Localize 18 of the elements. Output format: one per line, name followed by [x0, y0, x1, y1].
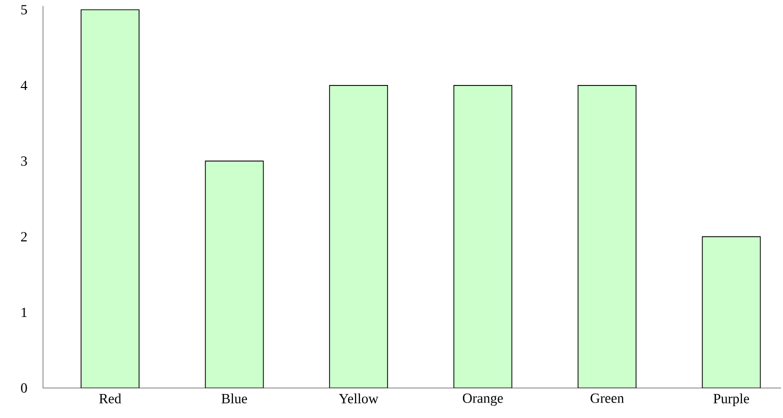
- y-tick-label: 2: [21, 232, 27, 242]
- y-tick-label: 0: [21, 383, 27, 393]
- bar: [80, 9, 140, 388]
- x-tick-label: Red: [99, 394, 122, 404]
- x-tick-label: Green: [590, 394, 624, 403]
- y-tick-label: 1: [22, 308, 27, 317]
- bar: [204, 160, 264, 388]
- bar: [453, 85, 512, 388]
- x-tick-label: Blue: [222, 394, 248, 404]
- y-tick-label: 3: [21, 156, 27, 166]
- x-tick-label: Orange: [462, 394, 503, 406]
- x-tick-label: Purple: [714, 394, 750, 406]
- y-tick-label: 4: [20, 80, 28, 90]
- bar: [578, 85, 636, 388]
- bar: [329, 85, 388, 388]
- bar: [702, 236, 761, 388]
- x-tick-label: Yellow: [338, 394, 378, 404]
- y-tick-label: 5: [21, 5, 27, 14]
